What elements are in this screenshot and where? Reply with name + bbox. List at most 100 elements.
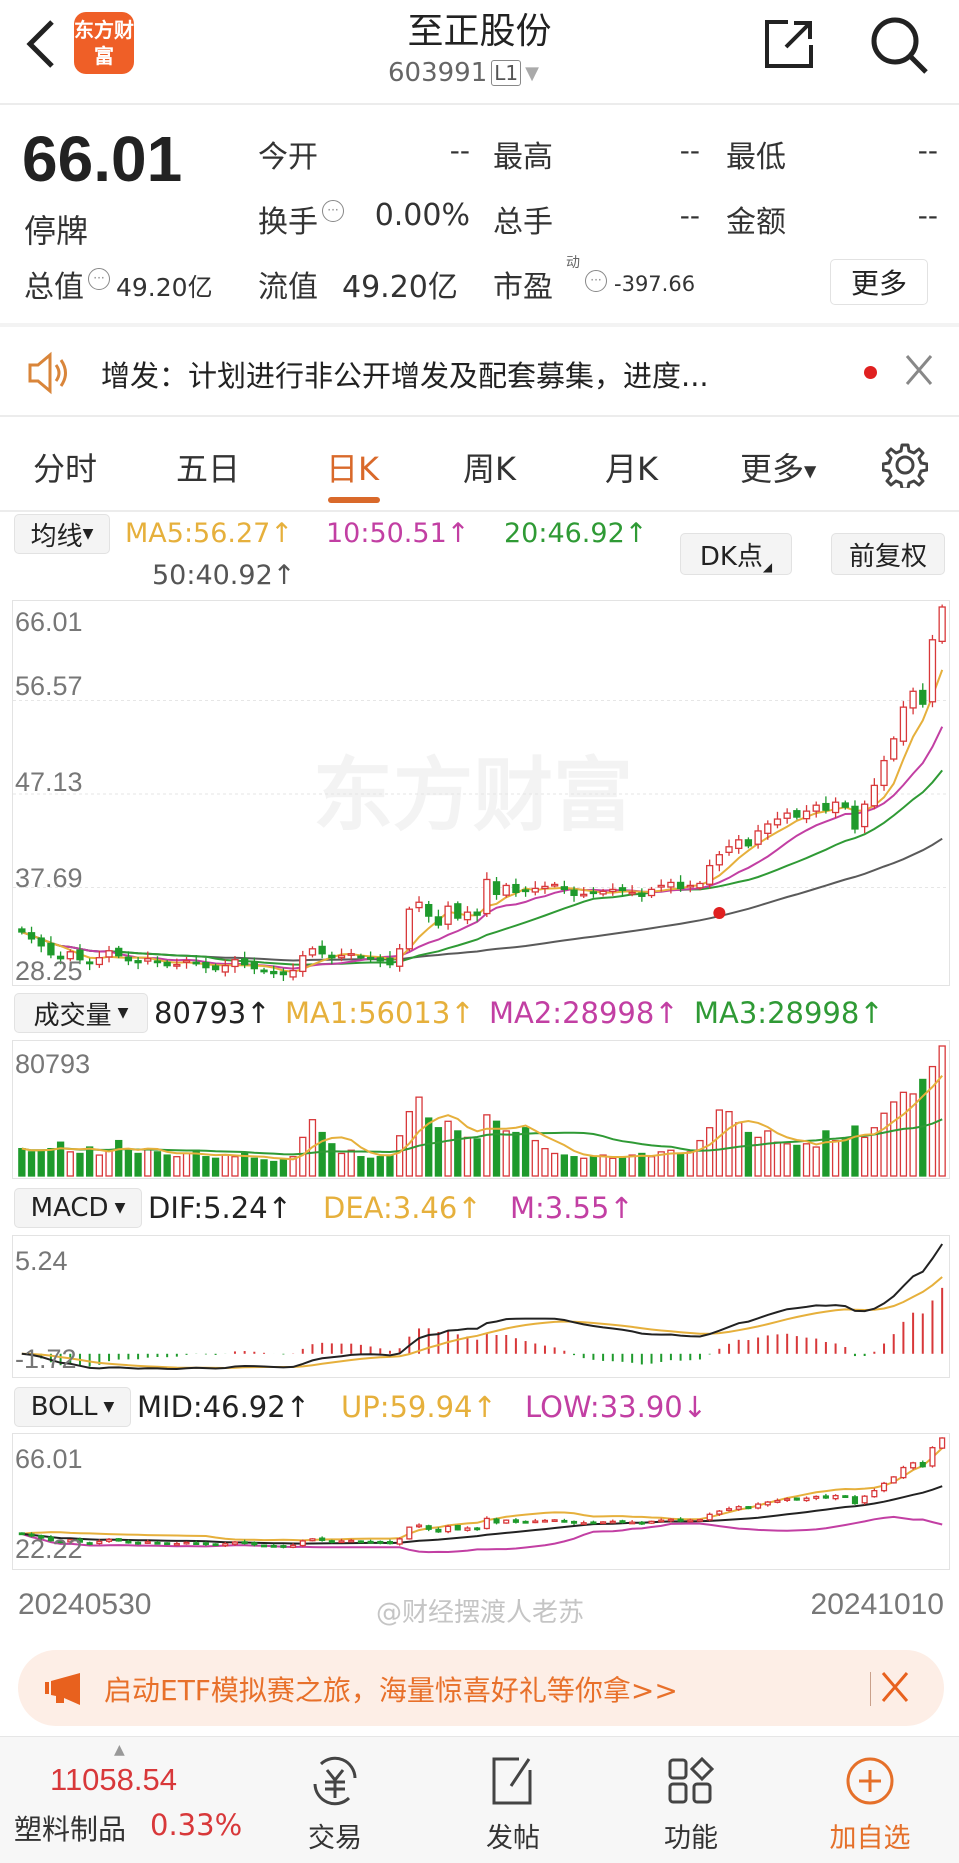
volume-chart[interactable]: 80793: [12, 1040, 950, 1179]
tab-intraday[interactable]: 分时: [33, 450, 98, 488]
candle-up: [445, 1525, 452, 1533]
candle-down: [125, 1540, 132, 1544]
close-icon: [905, 355, 933, 385]
candle-down: [676, 881, 685, 890]
nav-post[interactable]: 发帖: [458, 1756, 568, 1855]
macd-selector[interactable]: MACD ▼: [14, 1188, 142, 1228]
volume-bar: [802, 1143, 811, 1177]
volume-bar: [725, 1110, 733, 1177]
volume-bar: [366, 1157, 375, 1177]
candle-down: [473, 911, 481, 916]
candle-down: [47, 1536, 54, 1542]
tab-monthly-k[interactable]: 月K: [605, 450, 658, 488]
volume-bar: [851, 1125, 859, 1177]
volume-bar: [686, 1151, 694, 1177]
candle-up: [802, 810, 811, 820]
info-icon[interactable]: ···: [88, 268, 110, 290]
volume-bar: [425, 1117, 433, 1177]
macd-chart[interactable]: 5.24 -1.72: [12, 1235, 950, 1378]
more-quote-button[interactable]: 更多: [830, 259, 928, 305]
volume-bar: [241, 1152, 249, 1177]
close-banner-button[interactable]: [880, 1670, 910, 1708]
boll-chart[interactable]: 66.01 22.22: [12, 1433, 950, 1570]
tab-daily-k[interactable]: 日K: [326, 450, 379, 488]
close-notice-button[interactable]: [904, 352, 934, 392]
candle-down: [134, 960, 142, 964]
info-icon[interactable]: ···: [322, 200, 344, 222]
volume-bar: [115, 1139, 123, 1177]
nav-add-watchlist[interactable]: 加自选: [815, 1756, 925, 1855]
candle-up: [929, 1447, 936, 1467]
candle-up: [629, 1521, 636, 1525]
tab-weekly-k[interactable]: 周K: [463, 450, 516, 488]
volume-bar: [938, 1045, 946, 1177]
chart-settings-button[interactable]: [881, 442, 929, 492]
volume-bar: [386, 1154, 394, 1177]
volume-selector[interactable]: 成交量 ▼: [14, 993, 148, 1033]
kline-chart[interactable]: 东方财富 66.01 56.57 47.13 37.69 28.25: [12, 600, 950, 986]
search-icon: [871, 17, 928, 74]
volume-bar: [744, 1131, 753, 1177]
volume-bar: [182, 1152, 191, 1177]
candle-down: [793, 810, 801, 818]
notice-text: 增发：计划进行非公开增发及配套募集，进度...: [101, 359, 709, 393]
volume-bar: [396, 1135, 404, 1177]
candle-up: [784, 1498, 791, 1501]
candle-up: [832, 1494, 839, 1500]
unread-dot: [864, 366, 877, 379]
tab-five-day[interactable]: 五日: [176, 450, 241, 488]
turnover-label: 换手: [258, 205, 318, 240]
corner-triangle-icon: ◢: [762, 560, 773, 574]
candle-down: [279, 971, 288, 976]
expand-up-icon: ▲: [114, 1742, 125, 1758]
candle-down: [454, 903, 462, 919]
stock-code-selector[interactable]: 603991 L1 ▼: [388, 58, 539, 88]
volume-bar: [289, 1156, 297, 1177]
volume-bar: [454, 1130, 462, 1177]
boll-selector[interactable]: BOLL ▼: [14, 1387, 131, 1427]
volume-bar: [231, 1156, 239, 1177]
candle-down: [512, 883, 520, 894]
share-button[interactable]: [762, 17, 816, 75]
search-button[interactable]: [868, 14, 930, 80]
ma-selector[interactable]: 均线 ▼: [14, 514, 110, 554]
candle-down: [512, 1519, 519, 1523]
tab-more[interactable]: 更多▼: [740, 444, 816, 490]
candle-down: [522, 1520, 529, 1524]
macd-plot: [21, 1243, 944, 1371]
candle-down: [357, 1540, 364, 1544]
candle-down: [822, 802, 830, 811]
candle-down: [376, 957, 384, 962]
macd-dea: DEA:3.46↑: [323, 1191, 482, 1225]
volume-bar: [202, 1156, 210, 1177]
candle-up: [347, 953, 355, 956]
price-adjust-button[interactable]: 前复权: [831, 533, 945, 575]
candle-up: [183, 1541, 190, 1545]
ma20-value: 20:46.92↑: [504, 518, 648, 549]
candle-down: [76, 949, 84, 961]
dropdown-icon: ▼: [525, 62, 539, 84]
volume-bar: [56, 1141, 65, 1177]
ma20-line: [21, 769, 943, 966]
candle-down: [919, 689, 927, 705]
promo-banner[interactable]: 启动ETF模拟赛之旅，海量惊喜好礼等你拿>>: [18, 1650, 944, 1726]
sector-index-widget[interactable]: ▲ 11058.54 塑料制品 0.33%: [0, 1740, 250, 1860]
back-button[interactable]: [18, 18, 62, 70]
price-tick: 47.13: [15, 767, 83, 797]
volume-ma-line: [21, 1075, 943, 1161]
dk-point-button[interactable]: DK点 ◢: [680, 533, 792, 575]
volume-bar: [812, 1146, 820, 1177]
volume-bar: [589, 1156, 598, 1177]
candle-down: [318, 945, 326, 955]
volume-bar: [570, 1156, 578, 1177]
candle-up: [735, 839, 743, 850]
volume-bar: [861, 1136, 869, 1177]
notice-bar[interactable]: 增发：计划进行非公开增发及配套募集，进度...: [0, 345, 959, 401]
info-icon[interactable]: ···: [585, 270, 607, 292]
volume-tick: 80793: [15, 1049, 91, 1079]
candle-down: [435, 1528, 442, 1533]
nav-functions[interactable]: 功能: [636, 1756, 746, 1855]
candle-up: [899, 706, 908, 742]
nav-trade[interactable]: 交易: [280, 1756, 390, 1855]
candle-down: [618, 887, 627, 892]
